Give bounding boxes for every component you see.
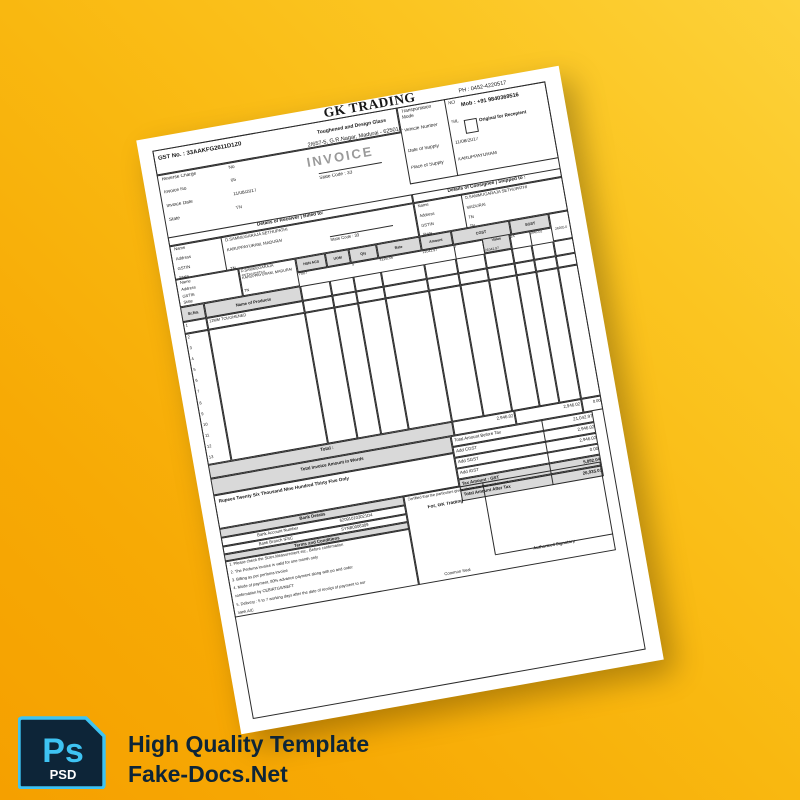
svg-text:PSD: PSD bbox=[50, 767, 77, 782]
svg-text:Ps: Ps bbox=[42, 732, 84, 770]
